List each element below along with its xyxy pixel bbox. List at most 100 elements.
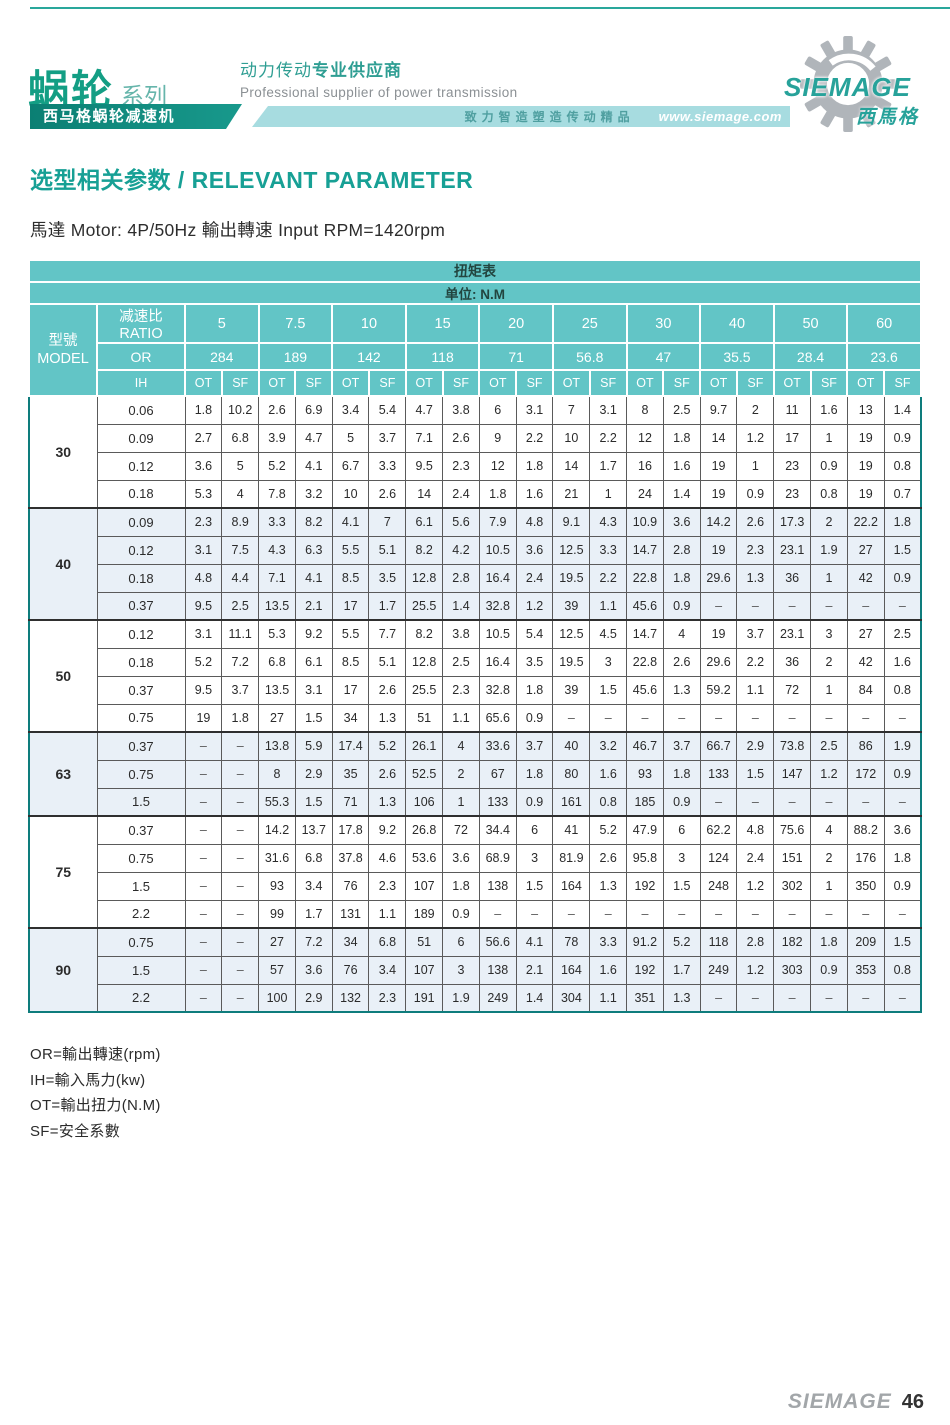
slogan-cn-bold: 专业供应商 [312,61,402,80]
data-cell: 13.5 [258,591,296,621]
data-cell: 1.7 [589,451,628,481]
company-slogan: 动力传动专业供应商 Professional supplier of power… [240,56,518,100]
data-cell: 0.9 [736,479,775,509]
data-cell: 99 [258,899,296,929]
data-cell: 9.2 [368,815,407,845]
data-cell: 192 [626,955,664,985]
data-cell: 1.7 [662,955,701,985]
data-cell: 1.1 [589,591,628,621]
ih-value-cell: 0.12 [96,619,186,649]
ih-value-cell: 0.12 [96,535,186,565]
data-cell: 4.8 [184,563,223,593]
data-cell: 5.4 [515,619,554,649]
data-cell: – [184,983,223,1013]
data-cell: 39 [552,591,591,621]
data-cell: 3.4 [331,395,370,425]
data-cell: – [221,759,260,789]
data-cell: 2.7 [184,423,223,453]
data-cell: 2.4 [736,843,775,873]
data-cell: 1.2 [736,423,775,453]
data-cell: 6 [662,815,701,845]
data-cell: – [184,731,223,761]
ot-header-cell: OT [846,369,886,397]
sf-header-cell: SF [367,369,407,397]
data-cell: – [184,927,223,957]
data-cell: 1.6 [589,955,628,985]
ih-value-cell: 0.18 [96,479,186,509]
data-cell: 1.8 [883,843,922,873]
data-cell: 302 [773,871,812,901]
data-cell: 0.9 [662,591,701,621]
data-cell: 9.5 [405,451,444,481]
data-cell: 23 [773,451,812,481]
data-cell: 351 [626,983,664,1013]
table-title-cell: 扭矩表 [28,259,922,283]
data-cell: – [810,591,848,621]
top-divider [30,7,950,9]
data-cell: 2 [810,647,848,677]
data-cell: 1.5 [589,675,628,705]
data-cell: 34 [331,703,370,733]
sf-header-cell: SF [220,369,260,397]
data-cell: 14 [699,423,738,453]
ratio-value-cell: 15 [404,303,481,344]
data-cell: – [221,983,260,1013]
data-cell: 1.2 [515,591,554,621]
model-cell: 30 [28,395,98,509]
table-row: 0.12 3.6 5 5.2 4.1 6.7 3.3 9.5 2.3 12 1.8 14 1.7 16 1.… [29,451,922,481]
data-cell: – [810,787,848,817]
ratio-value-cell: 20 [478,303,554,344]
data-cell: 8.5 [331,563,370,593]
data-cell: 14.7 [626,535,664,565]
table-row: 30 0.06 1.8 10.2 2.6 6.9 3.4 5.4 4.7 3.8 6 3.1 7 3.1 8… [28,395,922,509]
data-cell: 62.2 [699,815,738,845]
data-cell: 7.5 [221,535,260,565]
data-cell: 172 [846,759,885,789]
company-logo: SIEMAGE 西馬格 [778,36,950,140]
data-cell: 4.1 [294,451,333,481]
data-cell: 3.8 [442,395,480,425]
data-cell: 3.4 [368,955,407,985]
table-row: 2.2– –99 1.7 131 1.1 189 0.9– – – – – – – – – – – – [29,899,922,929]
data-cell: 1.8 [662,759,701,789]
website-link[interactable]: www.siemage.com [658,109,782,124]
data-cell: 56.6 [478,927,517,957]
data-cell: 1.8 [515,759,554,789]
data-cell: 176 [846,843,885,873]
data-cell: 164 [552,871,591,901]
page-number: 46 [901,1391,924,1413]
ratio-value-cell: 60 [846,303,922,344]
table-row: 0.12 3.1 7.5 4.3 6.3 5.5 5.1 8.2 4.2 10.5 3.6 12.5 3… [29,535,922,565]
data-cell: 6.1 [405,507,444,537]
data-cell: 248 [699,871,738,901]
data-cell: 0.9 [515,703,554,733]
data-cell: 21 [552,479,591,509]
data-cell: 10 [552,423,591,453]
data-cell: 10.2 [221,395,260,425]
data-cell: 23.1 [773,619,812,649]
data-cell: 88.2 [846,815,885,845]
data-cell: 2.5 [442,647,480,677]
data-cell: 9.5 [184,591,223,621]
data-cell: 3.3 [589,927,628,957]
data-cell: – [773,787,812,817]
data-cell: 118 [699,927,738,957]
data-cell: 22.8 [626,563,664,593]
data-cell: 27 [258,703,296,733]
data-cell: 80 [552,759,591,789]
data-cell: 4.8 [515,507,554,537]
data-cell: 350 [846,871,885,901]
ot-header-cell: OT [772,369,812,397]
data-cell: 2.3 [442,675,480,705]
data-cell: 14.2 [258,815,296,845]
data-cell: 71 [331,787,370,817]
data-cell: 3.4 [294,871,333,901]
data-cell: 17 [331,591,370,621]
data-cell: 3.6 [883,815,922,845]
data-cell: 19.5 [552,563,591,593]
data-cell: – [773,703,812,733]
data-cell: 4.7 [294,423,333,453]
or-value-cell: 47 [625,342,702,371]
data-cell: 2.2 [589,563,628,593]
data-cell: 1.1 [368,899,407,929]
